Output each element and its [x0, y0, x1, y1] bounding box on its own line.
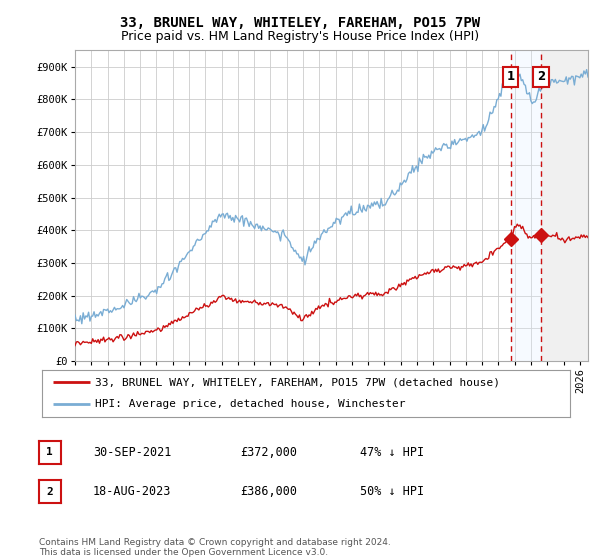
Text: Price paid vs. HM Land Registry's House Price Index (HPI): Price paid vs. HM Land Registry's House …	[121, 30, 479, 43]
Text: 33, BRUNEL WAY, WHITELEY, FAREHAM, PO15 7PW: 33, BRUNEL WAY, WHITELEY, FAREHAM, PO15 …	[120, 16, 480, 30]
Text: 50% ↓ HPI: 50% ↓ HPI	[360, 485, 424, 498]
Bar	[511, 50, 541, 361]
Text: HPI: Average price, detached house, Winchester: HPI: Average price, detached house, Winc…	[95, 399, 406, 409]
Text: 33, BRUNEL WAY, WHITELEY, FAREHAM, PO15 7PW (detached house): 33, BRUNEL WAY, WHITELEY, FAREHAM, PO15 …	[95, 377, 500, 388]
Bar	[541, 50, 588, 361]
Text: Contains HM Land Registry data © Crown copyright and database right 2024.
This d: Contains HM Land Registry data © Crown c…	[39, 538, 391, 557]
Text: 2: 2	[46, 487, 53, 497]
Text: 30-SEP-2021: 30-SEP-2021	[93, 446, 172, 459]
Text: £386,000: £386,000	[240, 485, 297, 498]
Text: 18-AUG-2023: 18-AUG-2023	[93, 485, 172, 498]
Text: 1: 1	[46, 447, 53, 458]
Text: £372,000: £372,000	[240, 446, 297, 459]
Text: 1: 1	[506, 70, 515, 83]
Text: 2: 2	[537, 70, 545, 83]
Text: 47% ↓ HPI: 47% ↓ HPI	[360, 446, 424, 459]
